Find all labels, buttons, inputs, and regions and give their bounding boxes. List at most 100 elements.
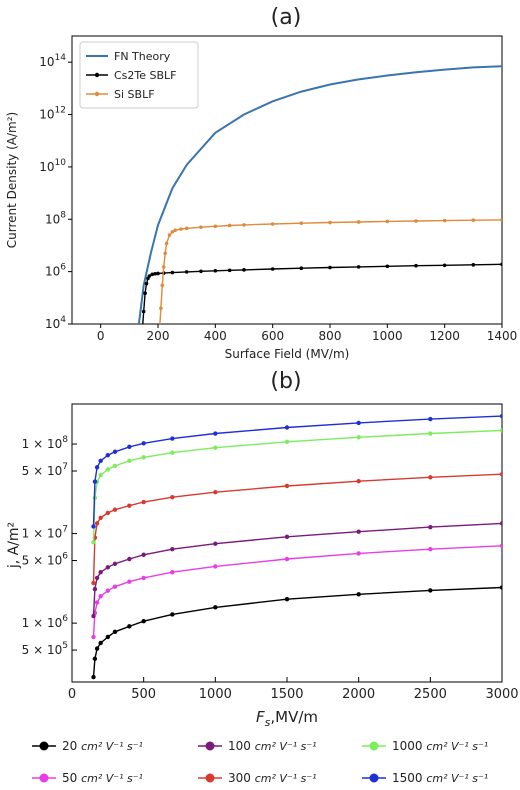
panel-a-point bbox=[140, 330, 144, 334]
panel-a-point bbox=[150, 272, 155, 277]
panel-a-point bbox=[143, 291, 147, 296]
panel-b-point bbox=[141, 619, 146, 624]
panel-b-label: (b) bbox=[270, 369, 301, 394]
panel-a-y-axis-label: Current Density (A/m²) bbox=[5, 112, 19, 248]
panel-a-x-tick-label: 0 bbox=[97, 329, 105, 343]
panel-b-series-line-20 bbox=[92, 586, 502, 678]
panel-b-point bbox=[112, 629, 118, 634]
panel-b-series-line-50 bbox=[92, 545, 502, 638]
panel-a-point bbox=[199, 225, 203, 229]
panel-a-x-axis-label: Surface Field (MV/m) bbox=[225, 347, 350, 361]
panel-b-legend-label: 100 cm² V⁻¹ s⁻¹ bbox=[228, 739, 317, 753]
panel-b-point bbox=[499, 428, 502, 433]
panel-b-series-line-300 bbox=[92, 473, 502, 584]
panel-b-y-tick-label: 1 × 107 bbox=[22, 525, 68, 541]
panel-b-point bbox=[213, 489, 218, 495]
panel-a-point bbox=[242, 223, 246, 227]
panel-a-point bbox=[161, 265, 166, 269]
panel-b-point bbox=[98, 472, 103, 478]
panel-a-y-tick-label: 108 bbox=[45, 210, 66, 226]
panel-b-point bbox=[105, 634, 111, 640]
panel-b-point bbox=[356, 478, 361, 484]
panel-a-point bbox=[299, 221, 304, 225]
panel-b-point bbox=[91, 524, 96, 529]
panel-a-x-tick-label: 200 bbox=[147, 329, 170, 343]
panel-a-legend-label: Si SBLF bbox=[114, 88, 155, 101]
panel-b-point bbox=[284, 483, 290, 489]
panel-b-series-line-1000 bbox=[92, 429, 502, 543]
panel-a-point bbox=[147, 274, 152, 278]
panel-b-point bbox=[284, 596, 290, 602]
panel-a-point bbox=[227, 223, 232, 228]
panel-b-point bbox=[141, 455, 146, 460]
panel-b-legend-label: 1000 cm² V⁻¹ s⁻¹ bbox=[392, 739, 488, 753]
panel-a-point bbox=[153, 271, 157, 276]
panel-a-point bbox=[442, 263, 447, 268]
panel-b-point bbox=[499, 543, 502, 549]
panel-b-legend-marker bbox=[369, 741, 379, 751]
panel-a-series-line-0 bbox=[137, 65, 502, 324]
panel-b-point bbox=[98, 458, 103, 463]
panel-b-legend-label: 20 cm² V⁻¹ s⁻¹ bbox=[62, 739, 143, 753]
panel-b-y-axis-label: j, A/m² bbox=[6, 522, 22, 569]
panel-a-point bbox=[242, 268, 246, 272]
panel-b-point bbox=[98, 640, 103, 646]
panel-b-point bbox=[356, 551, 361, 556]
panel-a-x-tick-label: 400 bbox=[204, 329, 227, 343]
panel-b-x-ticks: 0 500 1000 1500 2000 2500 3000 bbox=[68, 677, 519, 702]
panel-b-point bbox=[499, 585, 502, 590]
panel-b-point bbox=[284, 534, 290, 540]
panel-b-point bbox=[112, 584, 118, 589]
panel-a-y-tick-label: 104 bbox=[45, 315, 66, 331]
panel-b-x-tick-label: 2000 bbox=[342, 687, 375, 702]
panel-b-point bbox=[213, 564, 218, 569]
panel-b-x-tick-label: 1500 bbox=[270, 687, 303, 702]
panel-a-x-tick-label: 1000 bbox=[372, 329, 403, 343]
panel-a-point bbox=[471, 263, 476, 267]
panel-b-x-axis-label: Fs,MV/m bbox=[256, 708, 318, 729]
panel-b-point bbox=[170, 612, 175, 617]
panel-a-y-tick-label: 1014 bbox=[39, 53, 66, 69]
panel-b-legend-marker bbox=[205, 741, 215, 751]
panel-b-point bbox=[170, 494, 175, 500]
panel-a-y-ticks: 104 106 108 1010 1012 1014 bbox=[39, 53, 72, 331]
panel-a-point bbox=[163, 251, 167, 256]
panel-a-point bbox=[159, 306, 163, 311]
panel-a-series-line-2 bbox=[159, 219, 502, 324]
panel-a-legend-marker bbox=[94, 72, 100, 78]
panel-b-point bbox=[356, 420, 361, 426]
panel-a-point bbox=[160, 283, 165, 288]
panel-a-point bbox=[471, 218, 476, 223]
panel-b-point bbox=[92, 586, 98, 592]
panel-a-y-tick-label: 106 bbox=[45, 263, 66, 279]
panel-a-x-ticks: 0 200 400 600 800 1000 1200 1400 bbox=[97, 324, 517, 343]
panel-a-point bbox=[356, 265, 361, 269]
panel-b-point bbox=[91, 613, 96, 619]
panel-b-point bbox=[213, 605, 218, 610]
panel-b-legend: 20 cm² V⁻¹ s⁻¹ 50 cm² V⁻¹ s⁻¹ 100 cm² V⁻¹ … bbox=[32, 739, 488, 785]
panel-a-point bbox=[170, 230, 175, 234]
panel-b-point bbox=[141, 499, 146, 505]
panel-b-point bbox=[428, 524, 433, 530]
panel-b-point bbox=[91, 634, 96, 640]
panel-b-series-line-100 bbox=[92, 522, 502, 617]
panel-a-point bbox=[213, 224, 218, 229]
panel-b-legend-marker bbox=[39, 741, 49, 751]
panel-b-point bbox=[356, 529, 361, 534]
panel-b-point bbox=[284, 439, 290, 444]
panel-b: (b) 0 500 1000 1500 2000 2500 3000 5 × 105 1 × … bbox=[6, 369, 519, 785]
panel-a-series-line-1 bbox=[142, 263, 502, 324]
panel-a-point bbox=[500, 218, 502, 222]
panel-b-y-tick-label: 1 × 108 bbox=[22, 435, 69, 451]
panel-b-y-ticks: 5 × 105 1 × 106 5 × 106 1 × 107 5 × 107 1 × 1… bbox=[22, 435, 77, 657]
panel-b-point bbox=[112, 449, 118, 454]
panel-b-point bbox=[356, 435, 361, 440]
panel-a-point bbox=[170, 270, 175, 275]
panel-a-point bbox=[164, 241, 169, 246]
panel-b-point bbox=[127, 556, 132, 562]
panel-b-point bbox=[499, 472, 502, 477]
panel-a-point bbox=[356, 220, 361, 224]
panel-b-point bbox=[94, 521, 100, 526]
panel-b-y-tick-label: 5 × 105 bbox=[22, 641, 68, 657]
panel-a-data bbox=[137, 65, 502, 334]
